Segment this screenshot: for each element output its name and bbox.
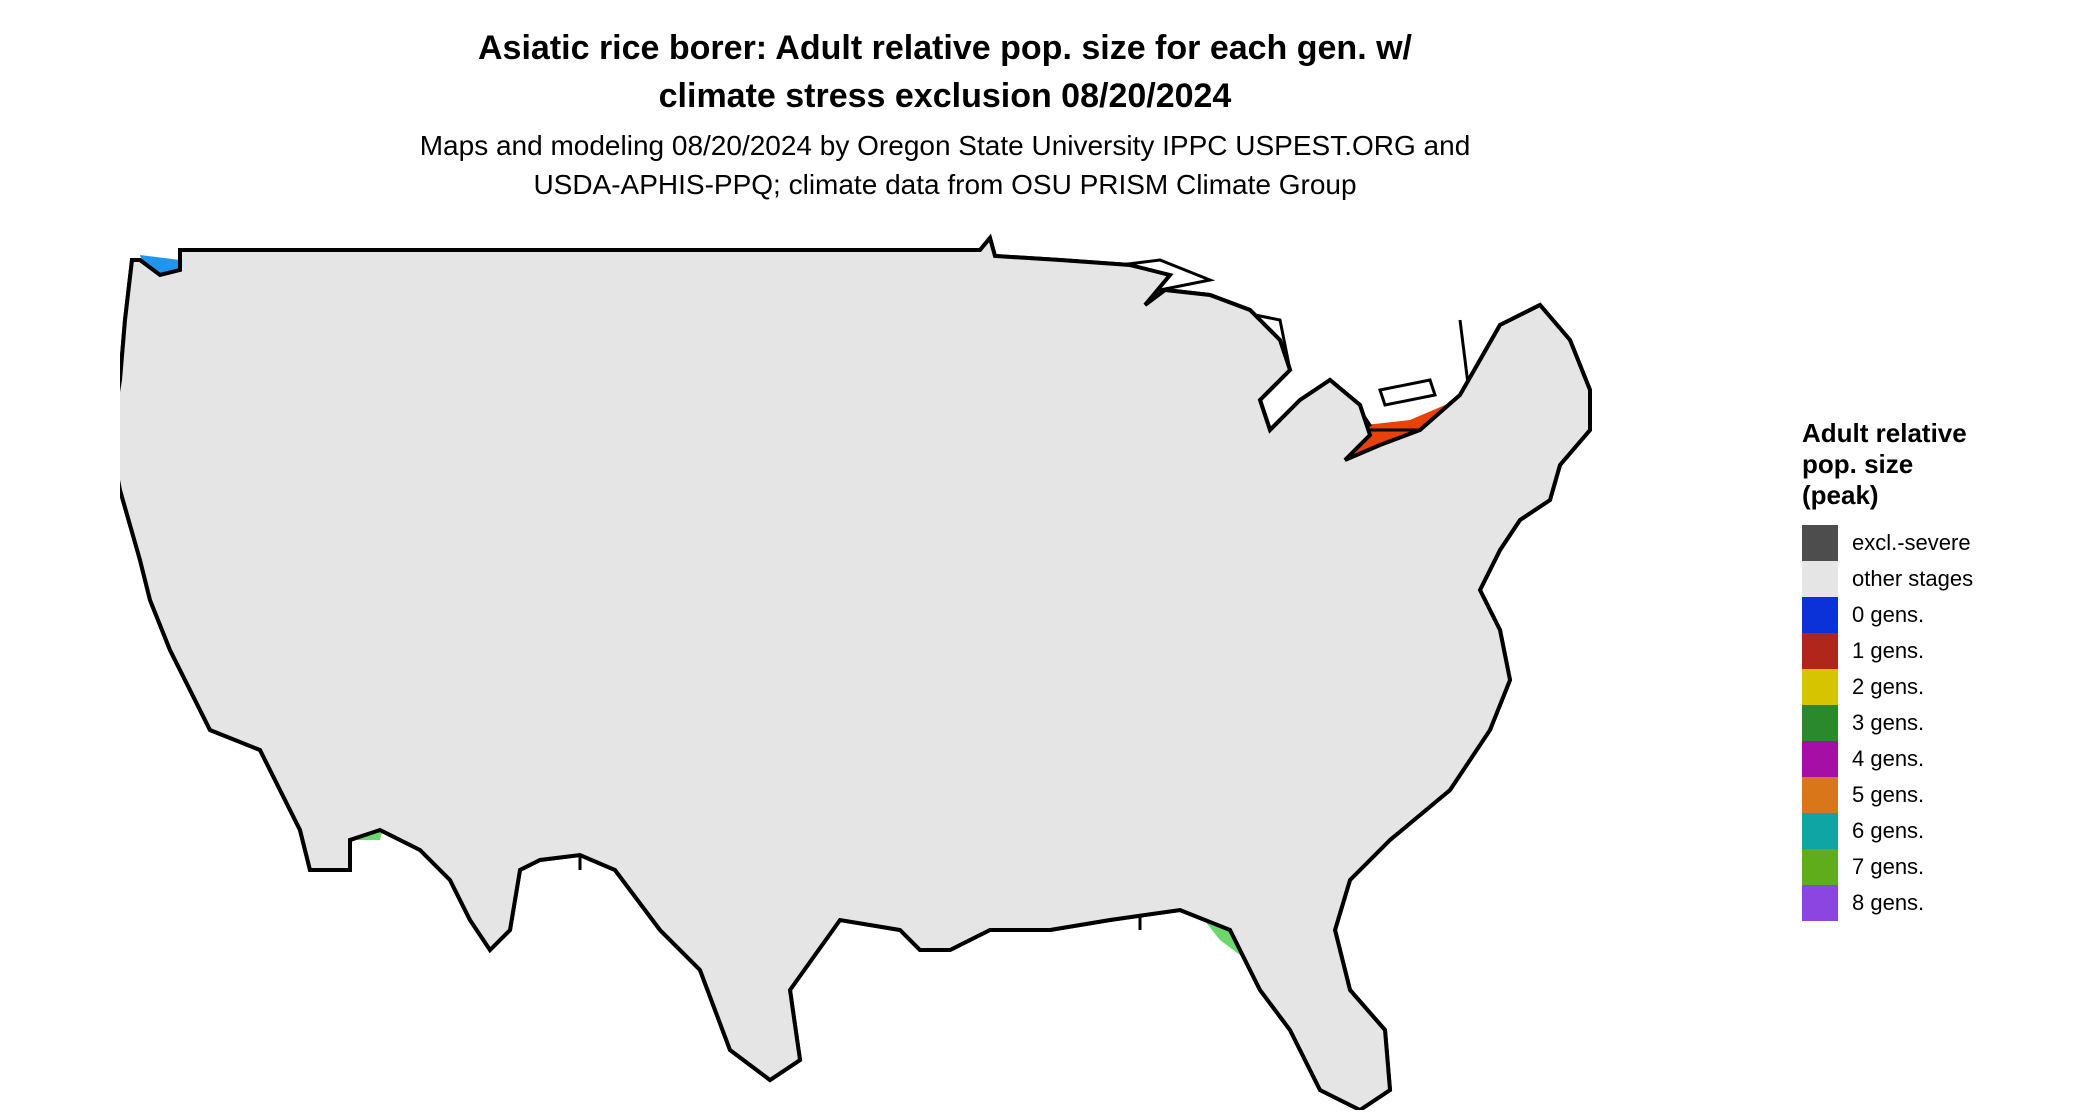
legend-label: 7 gens. [1852,854,1925,879]
legend-swatch [1802,741,1838,777]
legend-item: 7 gens. [1802,849,2062,885]
legend-item: 5 gens. [1802,777,2062,813]
legend-label: 8 gens. [1852,890,1925,915]
legend-swatch [1802,813,1838,849]
legend-label: other stages [1852,566,1974,591]
legend-swatch [1802,561,1838,597]
legend-label: 6 gens. [1852,818,1925,843]
legend-label: 0 gens. [1852,602,1925,627]
legend-swatch [1802,849,1838,885]
legend-title: Adult relative pop. size (peak) [1802,418,2062,511]
legend-item: 1 gens. [1802,633,2062,669]
legend-swatch [1802,777,1838,813]
map-subtitle: Maps and modeling 08/20/2024 by Oregon S… [0,126,1890,204]
legend-label: excl.-severe [1852,530,1971,555]
map-title: Asiatic rice borer: Adult relative pop. … [0,24,1890,120]
legend-label: 2 gens. [1852,674,1925,699]
legend-swatch [1802,885,1838,921]
map-title-line-1: Asiatic rice borer: Adult relative pop. … [478,29,1412,67]
legend-item: 2 gens. [1802,669,2062,705]
us-map-svg [120,233,1592,1110]
legend-title-line-2: pop. size [1802,449,1914,479]
legend-item: other stages [1802,561,2062,597]
legend-item: 6 gens. [1802,813,2062,849]
legend-item: 0 gens. [1802,597,2062,633]
legend-swatch [1802,669,1838,705]
legend-items: excl.-severe other stages 0 gens. 1 gens. 2 … [1802,525,2062,921]
us-map [120,230,1760,1110]
legend-item: 8 gens. [1802,885,2062,921]
map-subtitle-line-2: USDA-APHIS-PPQ; climate data from OSU PR… [533,169,1357,200]
legend-swatch [1802,633,1838,669]
lake-ontario [1378,378,1437,407]
map-title-line-2: climate stress exclusion 08/20/2024 [658,77,1232,115]
legend-label: 4 gens. [1852,746,1925,771]
legend-label: 1 gens. [1852,638,1925,663]
legend-item: 3 gens. [1802,705,2062,741]
legend-label: 3 gens. [1852,710,1925,735]
legend-swatch [1802,525,1838,561]
map-subtitle-line-1: Maps and modeling 08/20/2024 by Oregon S… [419,130,1471,161]
legend-label: 5 gens. [1852,782,1925,807]
legend-swatch [1802,597,1838,633]
legend-title-line-3: (peak) [1802,480,1879,510]
map-legend: Adult relative pop. size (peak) excl.-se… [1802,418,2062,921]
legend-item: 4 gens. [1802,741,2062,777]
legend-title-line-1: Adult relative [1802,418,1967,448]
legend-item: excl.-severe [1802,525,2062,561]
legend-swatch [1802,705,1838,741]
